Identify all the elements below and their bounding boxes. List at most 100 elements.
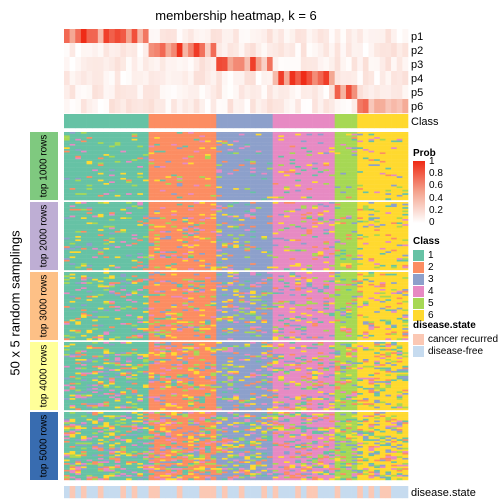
- sampling-cell: [75, 191, 82, 194]
- sampling-cell: [75, 159, 82, 162]
- sampling-cell: [238, 160, 245, 163]
- sampling-cell: [255, 213, 262, 216]
- sampling-cell: [97, 208, 104, 211]
- sampling-cell: [199, 253, 206, 255]
- sampling-cell: [120, 135, 127, 138]
- sampling-cell: [267, 143, 273, 146]
- sampling-cell: [126, 132, 132, 134]
- sampling-cell: [221, 142, 228, 145]
- sampling-cell: [379, 179, 386, 182]
- sampling-cell: [64, 232, 70, 235]
- sampling-cell: [171, 138, 178, 141]
- sampling-cell: [272, 149, 279, 151]
- sampling-cell: [182, 194, 189, 197]
- prob-cell-p1: [92, 29, 99, 44]
- sampling-cell: [210, 208, 217, 211]
- sampling-cell: [233, 239, 240, 242]
- sampling-cell: [120, 232, 127, 235]
- sampling-cell: [176, 179, 183, 182]
- sampling-cell: [120, 183, 127, 185]
- sampling-cell: [92, 162, 99, 165]
- sampling-cell: [317, 212, 324, 215]
- sampling-cell: [283, 210, 290, 213]
- sampling-cell: [126, 133, 132, 136]
- sampling-cell: [227, 177, 234, 180]
- sampling-cell: [165, 212, 172, 215]
- sampling-cell: [137, 188, 144, 190]
- sampling-cell: [250, 150, 257, 153]
- sampling-cell: [80, 150, 87, 153]
- prob-cell-p4: [261, 71, 268, 86]
- sampling-cell: [114, 227, 121, 230]
- sampling-cell: [109, 246, 116, 249]
- sampling-cell: [244, 174, 251, 177]
- sampling-cell: [199, 189, 206, 192]
- sampling-cell: [233, 242, 240, 245]
- sampling-cell: [267, 166, 273, 168]
- sampling-cell: [171, 181, 178, 184]
- sampling-cell: [283, 196, 290, 199]
- sampling-cell: [142, 237, 149, 240]
- sampling-cell: [80, 181, 87, 184]
- sampling-cell: [69, 194, 76, 197]
- sampling-cell: [176, 224, 183, 226]
- sampling-cell: [385, 150, 392, 153]
- sampling-cell: [255, 189, 262, 192]
- sampling-cell: [238, 145, 245, 148]
- sampling-cell: [334, 133, 341, 136]
- sampling-cell: [221, 244, 228, 247]
- sampling-cell: [80, 254, 87, 257]
- sampling-cell: [238, 135, 245, 138]
- sampling-cell: [329, 234, 335, 237]
- sampling-cell: [357, 174, 364, 177]
- sampling-cell: [272, 258, 279, 260]
- sampling-cell: [267, 225, 273, 228]
- sampling-cell: [250, 183, 257, 185]
- sampling-cell: [317, 169, 324, 172]
- sampling-cell: [368, 174, 375, 177]
- sampling-cell: [131, 198, 138, 201]
- sampling-cell: [357, 236, 364, 238]
- sampling-cell: [92, 145, 99, 148]
- class-cell: [204, 114, 211, 129]
- sampling-cell: [250, 145, 257, 148]
- sampling-cell: [148, 186, 155, 189]
- sampling-cell: [148, 259, 155, 262]
- sampling-cell: [238, 251, 245, 254]
- sampling-cell: [227, 186, 234, 189]
- sampling-cell: [374, 177, 381, 180]
- sampling-cell: [374, 164, 381, 167]
- prob-cell-p3: [182, 57, 189, 72]
- sampling-cell: [317, 177, 324, 180]
- sampling-cell: [261, 227, 268, 230]
- sampling-cell: [357, 249, 364, 252]
- sampling-cell: [148, 237, 155, 240]
- sampling-cell: [120, 203, 127, 206]
- sampling-cell: [182, 230, 189, 233]
- sampling-cell: [267, 215, 273, 218]
- sampling-cell: [137, 166, 144, 168]
- sampling-cell: [233, 193, 240, 196]
- sampling-cell: [165, 137, 172, 139]
- sampling-cell: [80, 256, 87, 259]
- sampling-cell: [396, 138, 403, 141]
- prob-cell-p5: [283, 85, 290, 100]
- sampling-cell: [267, 236, 273, 238]
- sampling-cell: [261, 210, 268, 213]
- sampling-cell: [374, 213, 381, 216]
- sampling-cell: [142, 198, 149, 201]
- sampling-cell: [374, 202, 381, 204]
- sampling-cell: [204, 249, 211, 252]
- sampling-cell: [86, 172, 93, 175]
- sampling-cell: [210, 258, 217, 260]
- sampling-cell: [255, 230, 262, 233]
- sampling-cell: [75, 177, 82, 180]
- sampling-cell: [159, 152, 166, 155]
- sampling-cell: [137, 203, 144, 206]
- sampling-cell: [221, 160, 228, 163]
- sampling-cell: [131, 150, 138, 153]
- sampling-cell: [351, 246, 358, 249]
- class-cell: [92, 114, 99, 129]
- sampling-cell: [267, 241, 273, 243]
- sampling-cell: [64, 246, 70, 249]
